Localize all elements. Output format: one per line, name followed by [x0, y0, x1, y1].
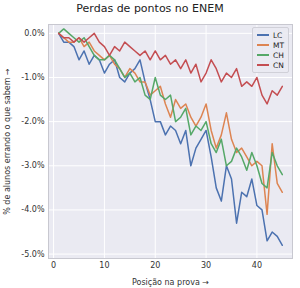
svg-text:Posição na prova →: Posição na prova → — [132, 278, 209, 287]
html-text:LC: LC — [272, 30, 283, 40]
html-text:Perdas de pontos no ENEM: Perdas de pontos no ENEM — [76, 2, 224, 15]
svg-text:30: 30 — [201, 261, 211, 270]
svg-text:% de alunos errando o que sabe: % de alunos errando o que sabem → — [3, 68, 12, 215]
svg-text:0.0%: 0.0% — [24, 29, 45, 38]
svg-text:-2.0%: -2.0% — [21, 117, 45, 126]
html-text:CN: CN — [272, 60, 284, 70]
svg-text:10: 10 — [99, 261, 109, 270]
svg-text:0: 0 — [51, 261, 56, 270]
svg-text:40: 40 — [252, 261, 262, 270]
svg-text:-5.0%: -5.0% — [21, 250, 45, 259]
html-text:CH: CH — [272, 50, 284, 60]
svg-text:-1.0%: -1.0% — [21, 73, 45, 82]
html-text:MT: MT — [272, 40, 284, 50]
svg-text:-3.0%: -3.0% — [21, 161, 45, 170]
svg-text:20: 20 — [150, 261, 160, 270]
svg-text:-4.0%: -4.0% — [21, 205, 45, 214]
